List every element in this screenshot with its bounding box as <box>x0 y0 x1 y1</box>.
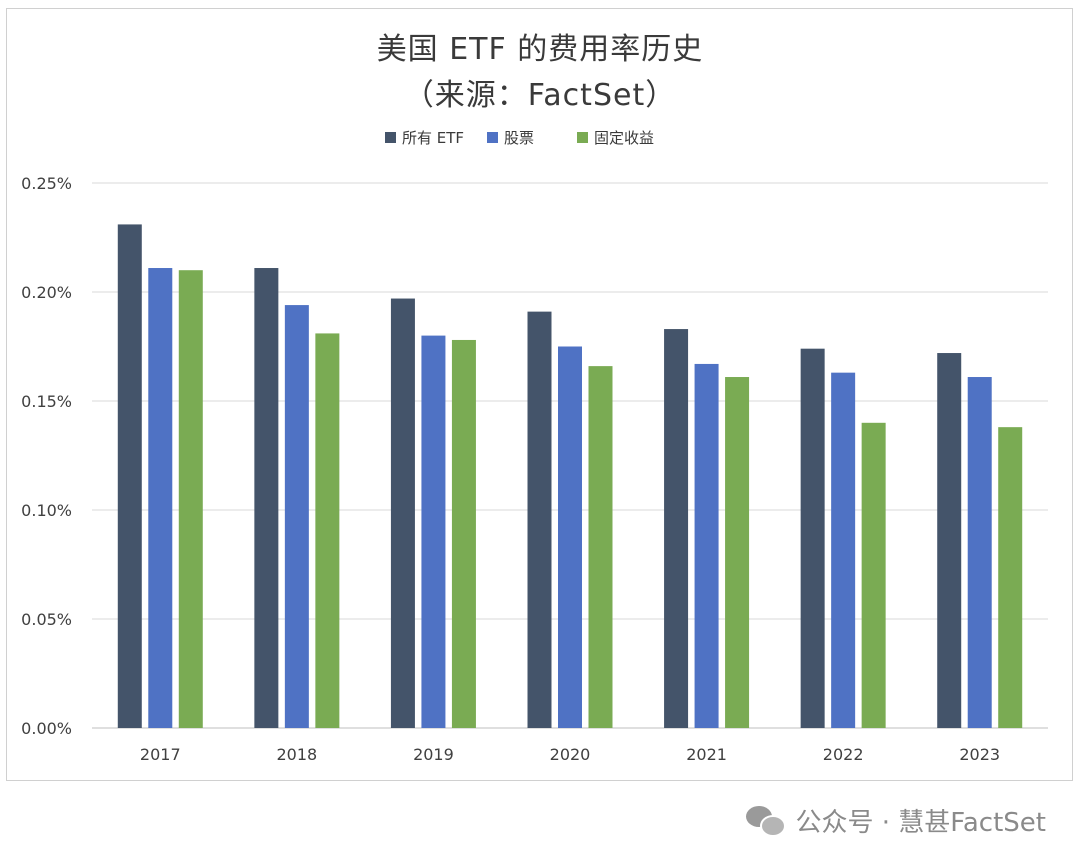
bar <box>148 268 173 728</box>
bar <box>588 366 613 728</box>
legend-swatch <box>577 131 588 143</box>
bar <box>725 377 750 728</box>
bar <box>664 329 689 728</box>
legend-swatch <box>385 131 396 143</box>
bar <box>558 346 582 728</box>
x-tick-label: 2023 <box>959 745 1000 764</box>
bar <box>527 311 552 728</box>
legend-item-equity: 股票 <box>487 126 534 148</box>
x-tick-label: 2019 <box>413 745 454 764</box>
bar <box>998 427 1023 728</box>
y-tick-label: 0.05% <box>21 610 72 629</box>
bar <box>284 305 309 728</box>
y-tick-label: 0.10% <box>21 501 72 520</box>
watermark-text: 公众号 · 慧甚FactSet <box>795 808 1046 838</box>
y-tick-label: 0.00% <box>21 719 72 738</box>
chart-legend: 所有 ETF 股票 固定收益 <box>0 126 1080 148</box>
chart-subtitle: （来源：FactSet） <box>403 78 677 113</box>
bar <box>800 348 825 728</box>
y-tick-label: 0.20% <box>21 283 72 302</box>
legend-item-all-etf: 所有 ETF <box>385 126 464 148</box>
watermark: 公众号 · 慧甚FactSet <box>745 802 1046 839</box>
x-tick-label: 2021 <box>686 745 727 764</box>
bar <box>421 335 446 728</box>
x-tick-label: 2018 <box>276 745 317 764</box>
y-tick-label: 0.25% <box>21 174 72 193</box>
legend-item-fixed-income: 固定收益 <box>577 126 654 148</box>
bar <box>117 224 142 729</box>
x-tick-label: 2022 <box>823 745 864 764</box>
bar <box>178 270 203 728</box>
bar <box>694 363 719 728</box>
legend-label: 固定收益 <box>594 128 655 147</box>
x-tick-label: 2017 <box>140 745 181 764</box>
y-tick-label: 0.15% <box>21 392 72 411</box>
bar <box>831 372 856 728</box>
bar <box>254 268 279 728</box>
bar <box>967 377 992 728</box>
bar <box>861 422 886 728</box>
bar <box>390 298 415 728</box>
wechat-icon <box>745 805 786 837</box>
bar <box>451 339 476 728</box>
bar <box>937 353 962 728</box>
chart-title: 美国 ETF 的费用率历史 <box>376 32 704 67</box>
legend-swatch <box>487 131 498 143</box>
legend-label: 所有 ETF <box>402 128 465 147</box>
bar <box>315 333 340 728</box>
legend-label: 股票 <box>504 128 535 147</box>
x-tick-label: 2020 <box>550 745 591 764</box>
